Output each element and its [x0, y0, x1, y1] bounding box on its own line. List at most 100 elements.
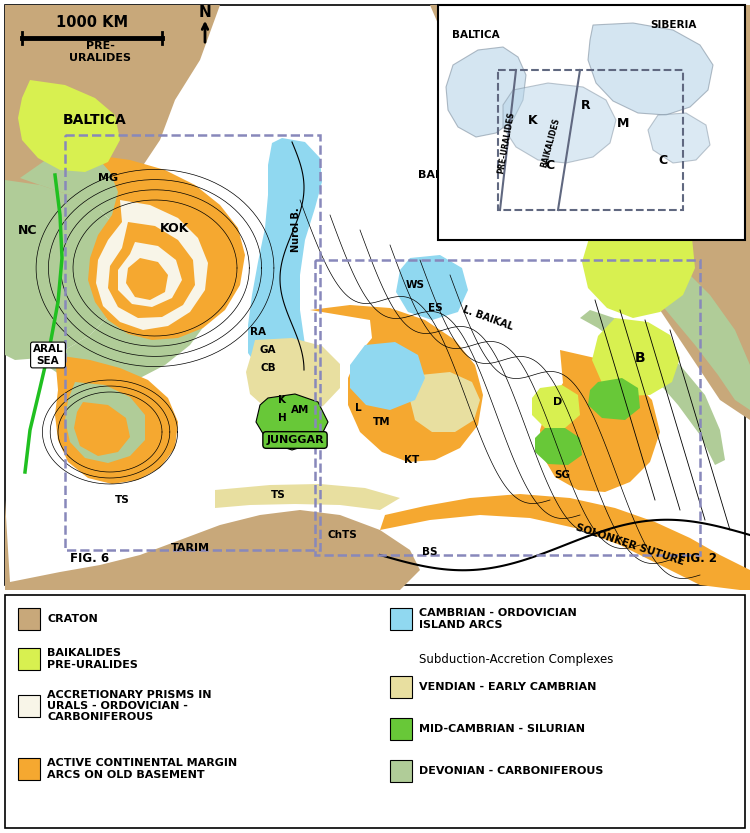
Text: KOK: KOK — [160, 222, 190, 235]
Text: CAMBRIAN - ORDOVICIAN: CAMBRIAN - ORDOVICIAN — [419, 608, 577, 618]
Polygon shape — [582, 195, 695, 318]
Text: TM: TM — [374, 417, 391, 427]
Text: H: H — [278, 413, 286, 423]
Text: PRE-URALIDES: PRE-URALIDES — [47, 660, 138, 670]
Text: CARBONIFEROUS: CARBONIFEROUS — [47, 712, 153, 722]
Text: ACTIVE CONTINENTAL MARGIN: ACTIVE CONTINENTAL MARGIN — [47, 759, 237, 769]
Text: K: K — [528, 113, 538, 127]
Polygon shape — [18, 80, 120, 172]
Text: R: R — [581, 98, 591, 112]
Bar — [18, 695, 40, 717]
Text: K: K — [278, 395, 286, 405]
Polygon shape — [88, 155, 245, 340]
Text: C: C — [658, 153, 668, 167]
Text: JUNGGAR: JUNGGAR — [266, 435, 324, 445]
Text: MG: MG — [98, 173, 118, 183]
Text: FIG. 2: FIG. 2 — [679, 551, 718, 565]
Polygon shape — [592, 318, 680, 396]
Polygon shape — [215, 484, 400, 510]
Polygon shape — [246, 338, 340, 414]
Text: ARAL
SEA: ARAL SEA — [33, 344, 63, 366]
Polygon shape — [535, 428, 582, 465]
Polygon shape — [532, 385, 580, 428]
Bar — [390, 718, 412, 740]
Text: ISLAND ARCS: ISLAND ARCS — [419, 620, 503, 630]
Text: CB: CB — [260, 363, 276, 373]
Text: BS: BS — [422, 547, 438, 557]
Text: N: N — [199, 4, 211, 19]
Text: TARIM: TARIM — [170, 543, 209, 553]
Polygon shape — [410, 372, 480, 432]
Text: L. BAIKAL: L. BAIKAL — [461, 304, 514, 332]
Text: CRATON: CRATON — [47, 614, 98, 624]
Text: Subduction-Accretion Complexes: Subduction-Accretion Complexes — [419, 654, 614, 666]
Text: SG: SG — [554, 470, 570, 480]
Text: DEVONIAN - CARBONIFEROUS: DEVONIAN - CARBONIFEROUS — [419, 766, 603, 776]
Bar — [438, 5, 745, 240]
Text: BALTICA: BALTICA — [63, 113, 127, 127]
Polygon shape — [396, 255, 468, 320]
Polygon shape — [256, 394, 328, 450]
Text: P: P — [640, 223, 650, 237]
Text: NC: NC — [18, 223, 38, 237]
Polygon shape — [74, 402, 130, 456]
Text: RA: RA — [250, 327, 266, 337]
Bar — [18, 758, 40, 780]
Bar — [5, 595, 745, 828]
Polygon shape — [310, 305, 483, 462]
Polygon shape — [503, 83, 616, 163]
Text: URALS - ORDOVICIAN -: URALS - ORDOVICIAN - — [47, 701, 188, 711]
Text: FIG. 6: FIG. 6 — [70, 551, 110, 565]
Text: ES: ES — [427, 303, 442, 313]
Text: Nurol B.: Nurol B. — [291, 207, 301, 252]
Text: TS: TS — [115, 495, 129, 505]
Polygon shape — [580, 310, 725, 465]
Text: VENDIAN - EARLY CAMBRIAN: VENDIAN - EARLY CAMBRIAN — [419, 682, 596, 692]
Polygon shape — [446, 47, 526, 137]
Text: TS: TS — [271, 490, 285, 500]
Text: PRE-URALIDES: PRE-URALIDES — [496, 112, 516, 175]
Text: BALTICA: BALTICA — [452, 30, 500, 40]
Polygon shape — [20, 150, 220, 385]
Polygon shape — [350, 342, 425, 410]
Polygon shape — [5, 5, 220, 340]
Text: WS: WS — [406, 280, 424, 290]
Text: GA: GA — [260, 345, 276, 355]
Bar — [5, 5, 745, 585]
Text: L: L — [355, 403, 362, 413]
Text: BAIKALIDES: BAIKALIDES — [418, 170, 492, 180]
Polygon shape — [648, 113, 710, 163]
Polygon shape — [65, 382, 145, 463]
Text: C: C — [545, 158, 554, 172]
Text: SIBERIA: SIBERIA — [650, 20, 696, 30]
Polygon shape — [588, 23, 713, 115]
Text: 1000 KM: 1000 KM — [56, 14, 128, 29]
Text: PRE-
URALIDES: PRE- URALIDES — [69, 41, 131, 62]
Text: BAIKALIDES: BAIKALIDES — [539, 117, 561, 169]
Polygon shape — [126, 258, 168, 300]
Polygon shape — [540, 350, 660, 492]
Polygon shape — [118, 242, 182, 307]
Polygon shape — [108, 222, 195, 318]
Polygon shape — [5, 180, 130, 360]
Bar — [390, 608, 412, 630]
Text: MID-CAMBRIAN - SILURIAN: MID-CAMBRIAN - SILURIAN — [419, 724, 585, 734]
Text: D: D — [554, 397, 562, 407]
Text: KT: KT — [404, 455, 420, 465]
Text: B: B — [634, 351, 645, 365]
Text: ARCS ON OLD BASEMENT: ARCS ON OLD BASEMENT — [47, 770, 205, 780]
Text: SOLONKER SUTURE: SOLONKER SUTURE — [574, 522, 686, 567]
Polygon shape — [430, 5, 750, 420]
Polygon shape — [625, 240, 750, 410]
Text: ACCRETIONARY PRISMS IN: ACCRETIONARY PRISMS IN — [47, 690, 211, 700]
Polygon shape — [55, 355, 178, 484]
Polygon shape — [588, 378, 640, 420]
Text: BAIKALIDES: BAIKALIDES — [47, 649, 121, 659]
Polygon shape — [248, 138, 322, 375]
Polygon shape — [5, 500, 420, 590]
Text: ChTS: ChTS — [327, 530, 357, 540]
Bar — [390, 760, 412, 782]
Polygon shape — [96, 200, 208, 330]
Polygon shape — [380, 494, 750, 590]
Text: SIBERIA: SIBERIA — [436, 197, 504, 212]
